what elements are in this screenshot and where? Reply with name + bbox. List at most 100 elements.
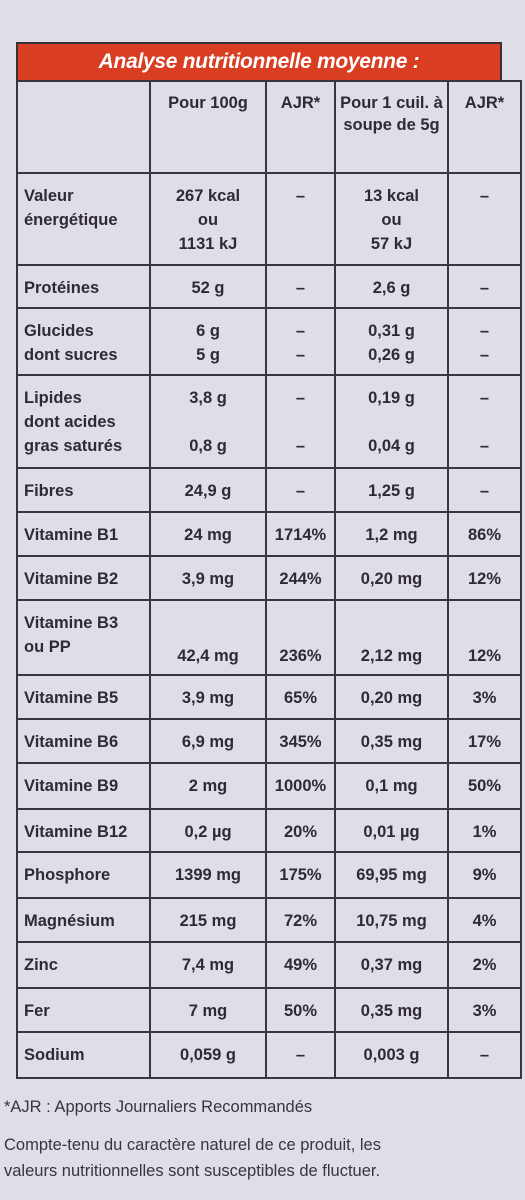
table-row: Valeur énergétique 267 kcal ou 1131 kJ –13 kc… — [16, 172, 522, 266]
table-row: Magnésium 215 mg 72% 10,75 mg 4% — [16, 897, 522, 943]
table-row: Vitamine B3 ou PP 42,4 mg 236% 2,12 mg 12% — [16, 599, 522, 676]
table-row: Fer 7 mg 50% 0,35 mg 3% — [16, 987, 522, 1033]
header-per100: Pour 100g — [149, 80, 267, 174]
ajrspoon-value: 3% — [447, 987, 522, 1033]
ajrspoon-value: – — [447, 467, 522, 513]
ajr-footnote: *AJR : Apports Journaliers Recommandés — [4, 1098, 313, 1116]
perspoon-value: 0,35 mg — [334, 987, 449, 1033]
ajr100-value: 236% — [265, 599, 336, 676]
nutrient-label: Vitamine B2 — [16, 555, 151, 601]
perspoon-value: 10,75 mg — [334, 897, 449, 943]
nutrient-label: Lipides dont acides gras saturés — [16, 374, 151, 469]
per100-value: 0,059 g — [149, 1031, 267, 1079]
perspoon-value: 2,6 g — [334, 264, 449, 309]
ajrspoon-value: 12% — [447, 599, 522, 676]
nutrient-label: Vitamine B5 — [16, 674, 151, 720]
perspoon-value: 69,95 mg — [334, 851, 449, 899]
ajrspoon-value: 50% — [447, 762, 522, 810]
disclaimer: Compte-tenu du caractère naturel de ce p… — [4, 1136, 381, 1180]
ajr100-value: 345% — [265, 718, 336, 764]
ajrspoon-value: 86% — [447, 511, 522, 557]
ajr100-value: 1000% — [265, 762, 336, 810]
table-row: Lipides dont acides gras saturés 3,8 g 0,8 … — [16, 374, 522, 469]
notes: *AJR : Apports Journaliers Recommandés C… — [4, 1094, 519, 1184]
ajrspoon-value: – — [447, 172, 522, 266]
ajrspoon-value: – — [447, 264, 522, 309]
nutrient-label: Sodium — [16, 1031, 151, 1079]
table-row: Vitamine B1 24 mg 1714% 1,2 mg 86% — [16, 511, 522, 557]
per100-value: 7,4 mg — [149, 941, 267, 989]
table-row: Phosphore 1399 mg 175% 69,95 mg 9% — [16, 851, 522, 899]
per100-value: 1399 mg — [149, 851, 267, 899]
ajr100-value: 175% — [265, 851, 336, 899]
per100-value: 42,4 mg — [149, 599, 267, 676]
nutrition-panel: Analyse nutritionnelle moyenne : Pour 10… — [16, 42, 522, 1079]
perspoon-value: 13 kcal ou 57 kJ — [334, 172, 449, 266]
perspoon-value: 1,25 g — [334, 467, 449, 513]
per100-value: 52 g — [149, 264, 267, 309]
ajr100-value: 72% — [265, 897, 336, 943]
ajrspoon-value: – – — [447, 307, 522, 376]
ajr100-value: 50% — [265, 987, 336, 1033]
nutrient-label: Fer — [16, 987, 151, 1033]
table-row: Protéines 52 g –2,6 g – — [16, 264, 522, 309]
perspoon-value: 1,2 mg — [334, 511, 449, 557]
per100-value: 24 mg — [149, 511, 267, 557]
table-row: Vitamine B12 0,2 µg 20% 0,01 µg 1% — [16, 808, 522, 853]
table-row: Vitamine B9 2 mg 1000% 0,1 mg 50% — [16, 762, 522, 810]
nutrient-label: Vitamine B9 — [16, 762, 151, 810]
per100-value: 7 mg — [149, 987, 267, 1033]
ajr100-value: – – — [265, 374, 336, 469]
ajrspoon-value: 12% — [447, 555, 522, 601]
per100-value: 3,8 g 0,8 g — [149, 374, 267, 469]
table-row: Vitamine B5 3,9 mg 65% 0,20 mg 3% — [16, 674, 522, 720]
perspoon-value: 0,20 mg — [334, 674, 449, 720]
per100-value: 0,2 µg — [149, 808, 267, 853]
nutrition-table: Pour 100g AJR* Pour 1 cuil. à soupe de 5… — [16, 80, 522, 1079]
table-title: Analyse nutritionnelle moyenne : — [16, 42, 502, 80]
per100-value: 3,9 mg — [149, 555, 267, 601]
header-empty — [16, 80, 151, 174]
nutrient-label: Glucides dont sucres — [16, 307, 151, 376]
per100-value: 3,9 mg — [149, 674, 267, 720]
ajr100-value: 49% — [265, 941, 336, 989]
table-row: Zinc 7,4 mg 49% 0,37 mg 2% — [16, 941, 522, 989]
ajrspoon-value: 9% — [447, 851, 522, 899]
ajrspoon-value: 2% — [447, 941, 522, 989]
table-row: Vitamine B2 3,9 mg 244% 0,20 mg 12% — [16, 555, 522, 601]
table-row: Sodium 0,059 g –0,003 g – — [16, 1031, 522, 1079]
nutrient-label: Zinc — [16, 941, 151, 989]
header-row: Pour 100g AJR* Pour 1 cuil. à soupe de 5… — [16, 80, 522, 174]
nutrient-label: Valeur énergétique — [16, 172, 151, 266]
per100-value: 2 mg — [149, 762, 267, 810]
ajr100-value: – — [265, 172, 336, 266]
perspoon-value: 0,37 mg — [334, 941, 449, 989]
perspoon-value: 0,35 mg — [334, 718, 449, 764]
per100-value: 215 mg — [149, 897, 267, 943]
header-ajrspoon: AJR* — [447, 80, 522, 174]
ajr100-value: 244% — [265, 555, 336, 601]
ajr100-value: – – — [265, 307, 336, 376]
per100-value: 24,9 g — [149, 467, 267, 513]
header-ajr100: AJR* — [265, 80, 336, 174]
perspoon-value: 0,01 µg — [334, 808, 449, 853]
perspoon-value: 0,003 g — [334, 1031, 449, 1079]
perspoon-value: 2,12 mg — [334, 599, 449, 676]
ajr100-value: 65% — [265, 674, 336, 720]
perspoon-value: 0,31 g 0,26 g — [334, 307, 449, 376]
ajrspoon-value: 1% — [447, 808, 522, 853]
nutrient-label: Vitamine B12 — [16, 808, 151, 853]
per100-value: 267 kcal ou 1131 kJ — [149, 172, 267, 266]
table-row: Fibres 24,9 g –1,25 g – — [16, 467, 522, 513]
nutrient-label: Vitamine B3 ou PP — [16, 599, 151, 676]
header-perspoon: Pour 1 cuil. à soupe de 5g — [334, 80, 449, 174]
perspoon-value: 0,19 g 0,04 g — [334, 374, 449, 469]
per100-value: 6,9 mg — [149, 718, 267, 764]
nutrient-label: Fibres — [16, 467, 151, 513]
nutrient-label: Vitamine B1 — [16, 511, 151, 557]
perspoon-value: 0,1 mg — [334, 762, 449, 810]
ajr100-value: 20% — [265, 808, 336, 853]
ajrspoon-value: – – — [447, 374, 522, 469]
